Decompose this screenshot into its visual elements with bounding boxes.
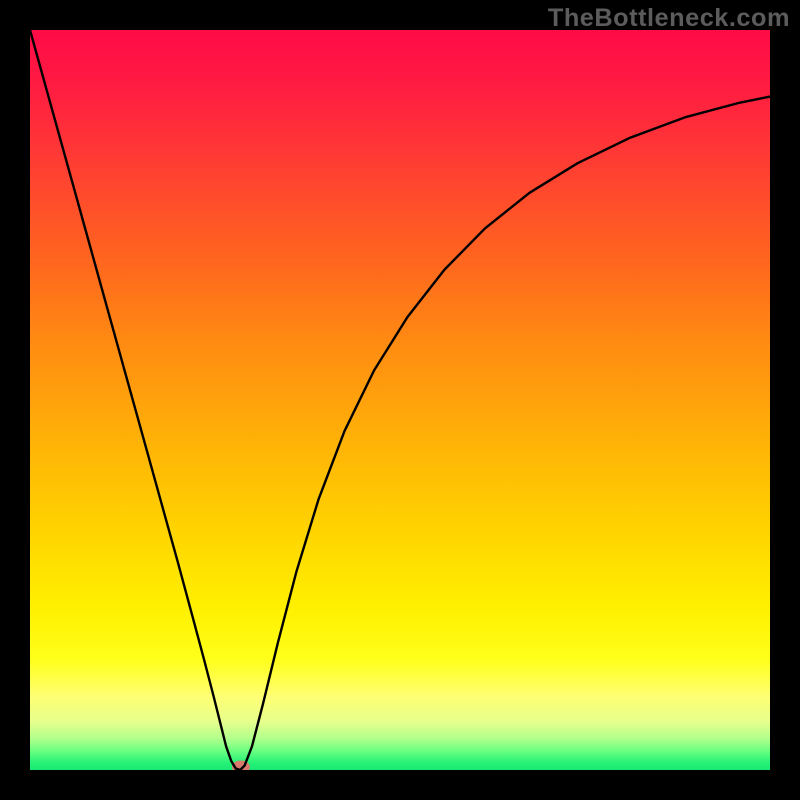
bottleneck-curve-svg (30, 30, 770, 770)
gradient-background (30, 30, 770, 770)
chart-container: TheBottleneck.com (0, 0, 800, 800)
watermark-label: TheBottleneck.com (548, 4, 790, 33)
plot-area (30, 30, 770, 770)
